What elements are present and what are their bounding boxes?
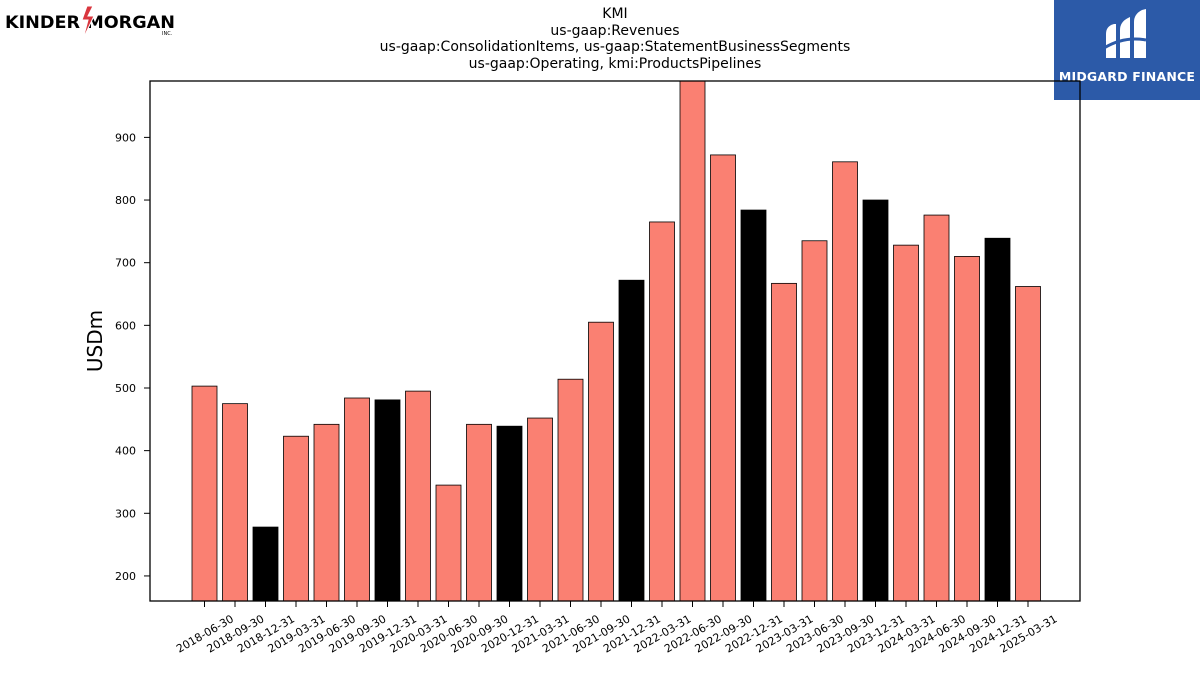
bar-2018-12-31 [252, 526, 279, 602]
chart-title-line-2: us-gaap:Revenues [550, 22, 680, 39]
bar-2024-06-30 [923, 214, 950, 602]
bar-2021-06-30 [557, 378, 584, 602]
bar-2022-06-30 [679, 80, 706, 602]
bar-2024-12-31 [984, 237, 1011, 602]
midgard-finance-logo-text: MIDGARD FINANCE [1058, 69, 1196, 84]
bar-2021-12-31 [618, 279, 645, 602]
bar-2019-06-30 [313, 423, 340, 602]
bar-2019-03-31 [283, 435, 309, 602]
bar-2024-09-30 [954, 256, 980, 602]
bar-2021-03-31 [527, 417, 553, 602]
bar-2023-12-31 [862, 199, 889, 602]
bar-2021-09-30 [588, 321, 614, 602]
y-tick-label-900: 900 [115, 131, 136, 144]
bar-2024-03-31 [893, 244, 919, 602]
bar-2018-09-30 [222, 403, 248, 602]
chart-title-line-4: us-gaap:Operating, kmi:ProductsPipelines [468, 55, 762, 72]
bar-2023-06-30 [801, 240, 828, 602]
y-tick-label-600: 600 [115, 319, 136, 332]
kinder-morgan-logo: KINDER MORGAN INC. [5, 5, 175, 40]
bar-2018-06-30 [191, 385, 218, 602]
bar-2023-03-31 [771, 282, 797, 602]
bar-2023-09-30 [832, 161, 858, 602]
bar-2020-12-31 [496, 425, 523, 602]
y-tick-label-700: 700 [115, 257, 136, 270]
chart-title: KMI us-gaap:Revenues us-gaap:Consolidati… [300, 6, 930, 72]
lightning-bolt-icon [81, 5, 95, 40]
bar-2022-09-30 [710, 154, 736, 602]
midgard-finance-logo: MIDGARD FINANCE [1054, 0, 1200, 100]
y-tick-label-800: 800 [115, 194, 136, 207]
bar-2022-12-31 [740, 209, 767, 602]
bar-2025-03-31 [1015, 286, 1041, 602]
bar-2020-09-30 [466, 423, 492, 602]
y-tick-label-400: 400 [115, 445, 136, 458]
midgard-finance-mark-icon [1103, 9, 1147, 58]
plot-frame [149, 80, 1081, 602]
bar-2020-06-30 [435, 484, 462, 602]
bar-2019-09-30 [344, 397, 370, 602]
bar-2020-03-31 [405, 390, 431, 602]
y-tick-label-300: 300 [115, 507, 136, 520]
y-tick-label-500: 500 [115, 382, 136, 395]
chart-title-line-3: us-gaap:ConsolidationItems, us-gaap:Stat… [379, 39, 851, 55]
kinder-morgan-logo-sub: INC. [162, 31, 173, 37]
bar-2022-03-31 [649, 221, 675, 602]
y-axis-label: USDm [83, 310, 107, 372]
bar-2019-12-31 [374, 399, 401, 602]
y-tick-label-200: 200 [115, 570, 136, 583]
chart-title-line-1: KMI [602, 6, 628, 22]
